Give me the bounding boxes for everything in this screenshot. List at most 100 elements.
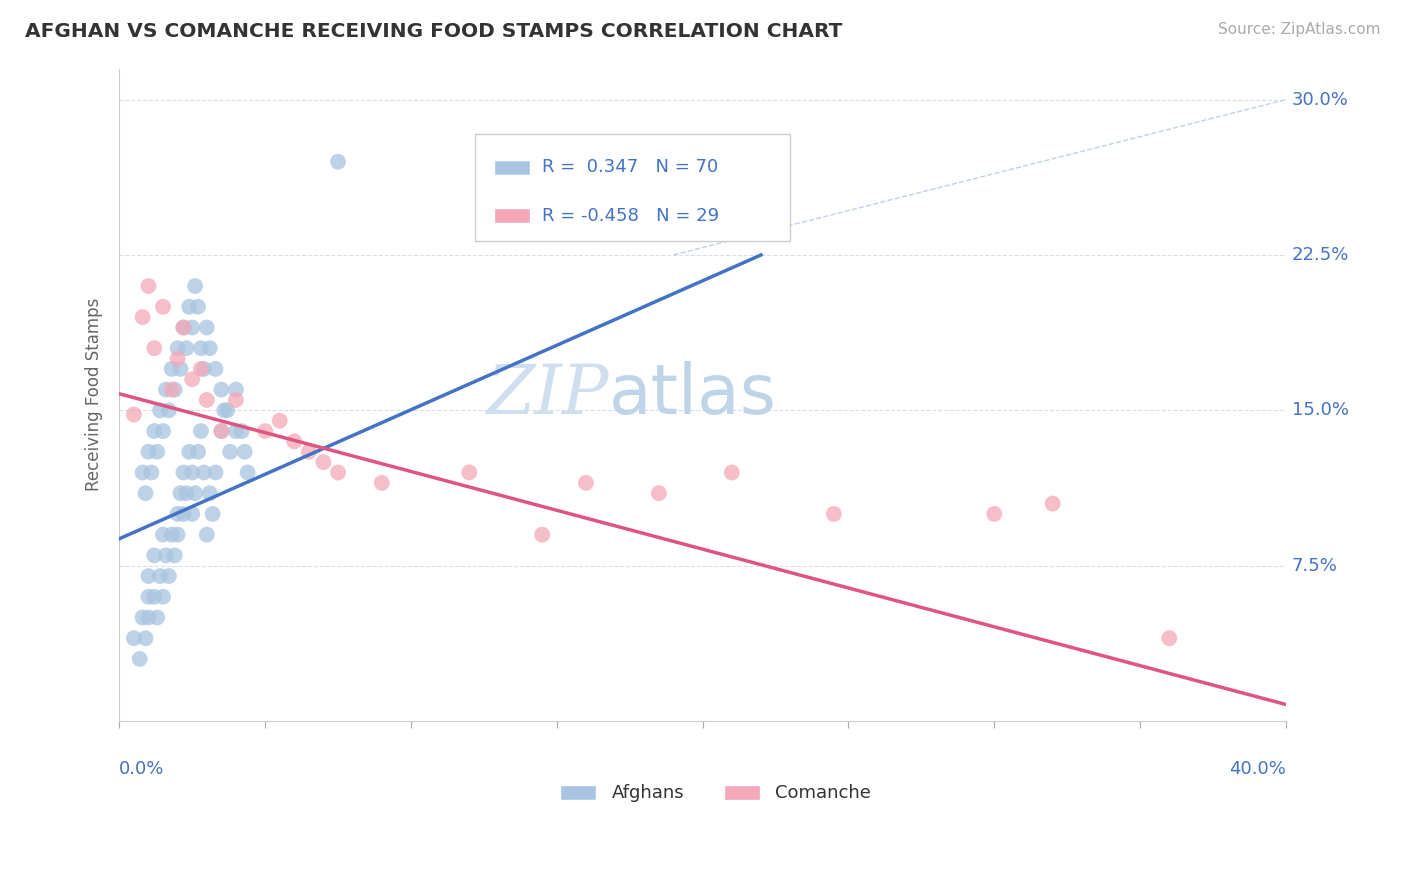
Point — [160, 362, 183, 376]
Point — [146, 444, 169, 458]
Point — [312, 455, 335, 469]
Point — [233, 444, 256, 458]
Point — [1159, 631, 1181, 645]
Point — [225, 392, 247, 407]
Point — [176, 341, 198, 355]
Point — [531, 527, 554, 541]
Point — [231, 424, 253, 438]
Point — [138, 610, 160, 624]
Point — [204, 466, 226, 480]
Point — [648, 486, 671, 500]
Point — [204, 362, 226, 376]
Point — [326, 154, 349, 169]
Point — [138, 279, 160, 293]
Point — [298, 444, 321, 458]
Point — [131, 466, 153, 480]
Point — [193, 466, 215, 480]
Point — [181, 466, 204, 480]
Point — [122, 408, 145, 422]
Point — [122, 631, 145, 645]
Point — [152, 300, 174, 314]
Point — [217, 403, 239, 417]
Point — [169, 362, 191, 376]
Text: R = -0.458   N = 29: R = -0.458 N = 29 — [541, 207, 718, 225]
Y-axis label: Receiving Food Stamps: Receiving Food Stamps — [86, 298, 103, 491]
Point — [179, 444, 201, 458]
Point — [172, 466, 194, 480]
Point — [225, 424, 247, 438]
Point — [720, 466, 742, 480]
Point — [146, 610, 169, 624]
Point — [283, 434, 305, 449]
Text: R =  0.347   N = 70: R = 0.347 N = 70 — [541, 159, 718, 177]
Point — [190, 341, 212, 355]
Point — [198, 486, 221, 500]
Point — [179, 300, 201, 314]
FancyBboxPatch shape — [561, 787, 595, 799]
Point — [143, 549, 166, 563]
Text: 7.5%: 7.5% — [1292, 557, 1337, 574]
Text: atlas: atlas — [609, 361, 778, 428]
Point — [195, 527, 218, 541]
Point — [209, 383, 232, 397]
Point — [198, 341, 221, 355]
Point — [326, 466, 349, 480]
Text: Source: ZipAtlas.com: Source: ZipAtlas.com — [1218, 22, 1381, 37]
Point — [149, 569, 172, 583]
Point — [163, 549, 186, 563]
Point — [181, 507, 204, 521]
Point — [128, 652, 150, 666]
Point — [214, 403, 236, 417]
Point — [143, 341, 166, 355]
Point — [190, 362, 212, 376]
Point — [209, 424, 232, 438]
Point — [1042, 497, 1064, 511]
Point — [209, 424, 232, 438]
Point — [166, 507, 188, 521]
FancyBboxPatch shape — [725, 787, 759, 799]
FancyBboxPatch shape — [495, 210, 529, 222]
Text: 15.0%: 15.0% — [1292, 401, 1348, 419]
Point — [190, 424, 212, 438]
Text: ZIP: ZIP — [486, 361, 609, 428]
Point — [176, 486, 198, 500]
Point — [458, 466, 481, 480]
Point — [152, 590, 174, 604]
Point — [155, 549, 177, 563]
Point — [157, 403, 180, 417]
Point — [983, 507, 1005, 521]
Point — [187, 444, 209, 458]
Point — [201, 507, 224, 521]
Point — [152, 424, 174, 438]
FancyBboxPatch shape — [475, 134, 790, 242]
Point — [166, 341, 188, 355]
Point — [169, 486, 191, 500]
Point — [823, 507, 845, 521]
Point — [138, 569, 160, 583]
Text: Afghans: Afghans — [612, 784, 685, 802]
Point — [184, 486, 207, 500]
Point — [219, 444, 242, 458]
Point — [135, 486, 157, 500]
Point — [141, 466, 163, 480]
Point — [181, 320, 204, 334]
Point — [195, 392, 218, 407]
Point — [181, 372, 204, 386]
Point — [160, 527, 183, 541]
Point — [575, 475, 598, 490]
Point — [152, 527, 174, 541]
Point — [143, 424, 166, 438]
Text: 0.0%: 0.0% — [120, 760, 165, 778]
Point — [163, 383, 186, 397]
Point — [172, 320, 194, 334]
Text: AFGHAN VS COMANCHE RECEIVING FOOD STAMPS CORRELATION CHART: AFGHAN VS COMANCHE RECEIVING FOOD STAMPS… — [25, 22, 842, 41]
Point — [166, 351, 188, 366]
FancyBboxPatch shape — [495, 161, 529, 174]
Point — [254, 424, 277, 438]
Point — [149, 403, 172, 417]
Point — [135, 631, 157, 645]
Point — [193, 362, 215, 376]
Point — [184, 279, 207, 293]
Point — [166, 527, 188, 541]
Point — [138, 590, 160, 604]
